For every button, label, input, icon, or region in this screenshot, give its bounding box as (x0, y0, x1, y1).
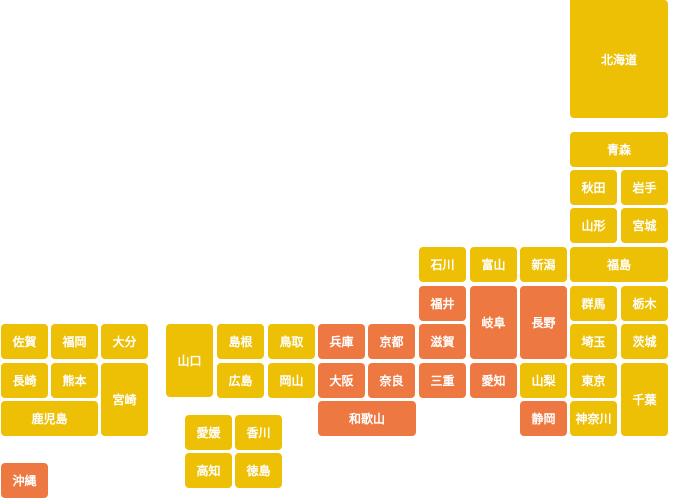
pref-kanagawa[interactable]: 神奈川 (570, 401, 617, 436)
pref-mie[interactable]: 三重 (419, 363, 466, 398)
pref-nagano[interactable]: 長野 (520, 286, 567, 359)
pref-kumamoto[interactable]: 熊本 (51, 363, 98, 398)
pref-yamanashi[interactable]: 山梨 (520, 363, 567, 398)
pref-gifu[interactable]: 岐阜 (470, 286, 517, 359)
pref-osaka[interactable]: 大阪 (318, 363, 365, 398)
pref-hyogo[interactable]: 兵庫 (318, 324, 365, 359)
pref-kochi[interactable]: 高知 (185, 453, 232, 488)
pref-saga[interactable]: 佐賀 (1, 324, 48, 359)
pref-iwate[interactable]: 岩手 (621, 170, 668, 205)
pref-miyazaki[interactable]: 宮崎 (101, 363, 148, 436)
pref-okayama[interactable]: 岡山 (268, 363, 315, 398)
pref-kyoto[interactable]: 京都 (368, 324, 415, 359)
pref-saitama[interactable]: 埼玉 (570, 324, 617, 359)
pref-shiga[interactable]: 滋賀 (419, 324, 466, 359)
pref-aomori[interactable]: 青森 (570, 132, 668, 167)
pref-chiba[interactable]: 千葉 (621, 363, 668, 436)
pref-hiroshima[interactable]: 広島 (217, 363, 264, 398)
pref-wakayama[interactable]: 和歌山 (318, 401, 416, 436)
pref-tokushima[interactable]: 徳島 (235, 453, 282, 488)
pref-akita[interactable]: 秋田 (570, 170, 617, 205)
pref-tochigi[interactable]: 栃木 (621, 286, 668, 321)
pref-nagasaki[interactable]: 長崎 (1, 363, 48, 398)
pref-miyagi[interactable]: 宮城 (621, 208, 668, 243)
pref-ibaraki[interactable]: 茨城 (621, 324, 668, 359)
pref-yamagata[interactable]: 山形 (570, 208, 617, 243)
pref-shizuoka[interactable]: 静岡 (520, 401, 567, 436)
pref-shimane[interactable]: 島根 (217, 324, 264, 359)
pref-aichi[interactable]: 愛知 (470, 363, 517, 398)
pref-ishikawa[interactable]: 石川 (419, 247, 466, 282)
pref-tokyo[interactable]: 東京 (570, 363, 617, 398)
pref-ehime[interactable]: 愛媛 (185, 415, 232, 450)
pref-gunma[interactable]: 群馬 (570, 286, 617, 321)
pref-fukuoka[interactable]: 福岡 (51, 324, 98, 359)
pref-fukushima[interactable]: 福島 (570, 247, 668, 282)
pref-nara[interactable]: 奈良 (368, 363, 415, 398)
pref-toyama[interactable]: 富山 (470, 247, 517, 282)
pref-oita[interactable]: 大分 (101, 324, 148, 359)
pref-hokkaido[interactable]: 北海道 (570, 0, 668, 118)
pref-fukui[interactable]: 福井 (419, 286, 466, 321)
pref-okinawa[interactable]: 沖縄 (1, 463, 48, 498)
pref-yamaguchi[interactable]: 山口 (166, 324, 213, 397)
pref-kagawa[interactable]: 香川 (235, 415, 282, 450)
pref-tottori[interactable]: 鳥取 (268, 324, 315, 359)
pref-niigata[interactable]: 新潟 (520, 247, 567, 282)
pref-kagoshima[interactable]: 鹿児島 (1, 401, 98, 436)
